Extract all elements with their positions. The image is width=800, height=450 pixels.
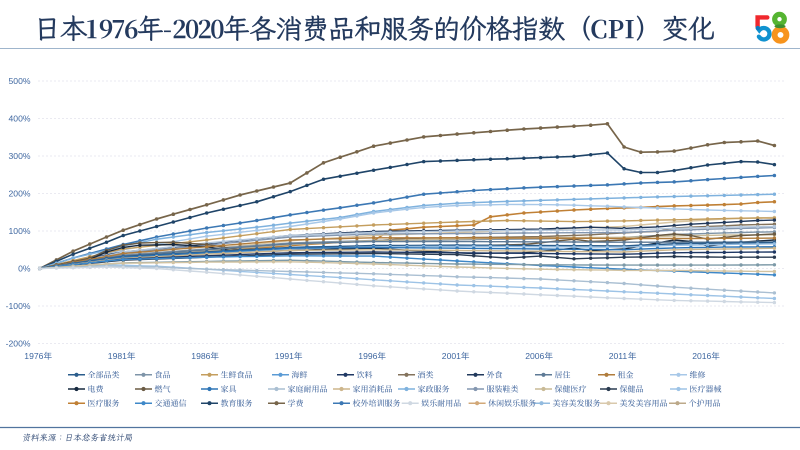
svg-text:0%: 0% [18, 264, 31, 274]
svg-text:400%: 400% [9, 114, 31, 124]
svg-text:-100%: -100% [6, 301, 31, 311]
svg-text:1986: 1986 [191, 351, 210, 361]
svg-text:2006: 2006 [525, 351, 544, 361]
svg-text:100%: 100% [9, 226, 31, 236]
svg-text:200%: 200% [9, 189, 31, 199]
svg-text:1976: 1976 [24, 351, 43, 361]
svg-text:1981: 1981 [108, 351, 127, 361]
svg-text:2001: 2001 [442, 351, 461, 361]
svg-text:300%: 300% [9, 151, 31, 161]
svg-text:2016: 2016 [692, 351, 711, 361]
svg-text:-200%: -200% [6, 339, 31, 349]
svg-text:2011: 2011 [609, 351, 628, 361]
svg-text:500%: 500% [9, 76, 31, 86]
svg-text:1991: 1991 [275, 351, 294, 361]
svg-text:1996: 1996 [358, 351, 377, 361]
